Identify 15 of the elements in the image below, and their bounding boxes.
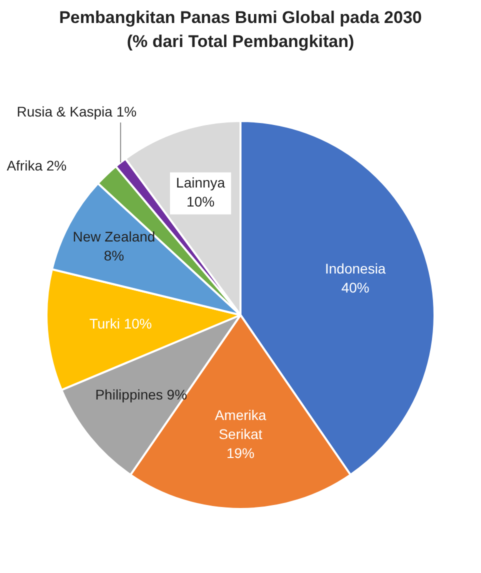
data-label: 40% [341,280,370,296]
data-label: 10% [124,315,152,332]
data-label: 8% [104,248,124,264]
slice-label: Afrika 2% [6,157,67,174]
slice-label: Philippines [95,386,163,403]
slice-label: New Zealand [72,228,156,245]
chart-title: Pembangkitan Panas Bumi Global pada 2030 (% dari Total Pembangkitan) [58,7,423,53]
data-label: 9% [166,386,188,403]
data-label: 10% [186,194,215,210]
slice-label: Rusia & Kaspia 1% [16,103,137,120]
slice-label: Indonesia [324,260,386,277]
slice-label: Amerika Serikat [214,407,266,442]
data-label: 19% [226,445,255,462]
slice-label: Lainnya [176,174,226,191]
slice-label: Turki [89,315,120,332]
